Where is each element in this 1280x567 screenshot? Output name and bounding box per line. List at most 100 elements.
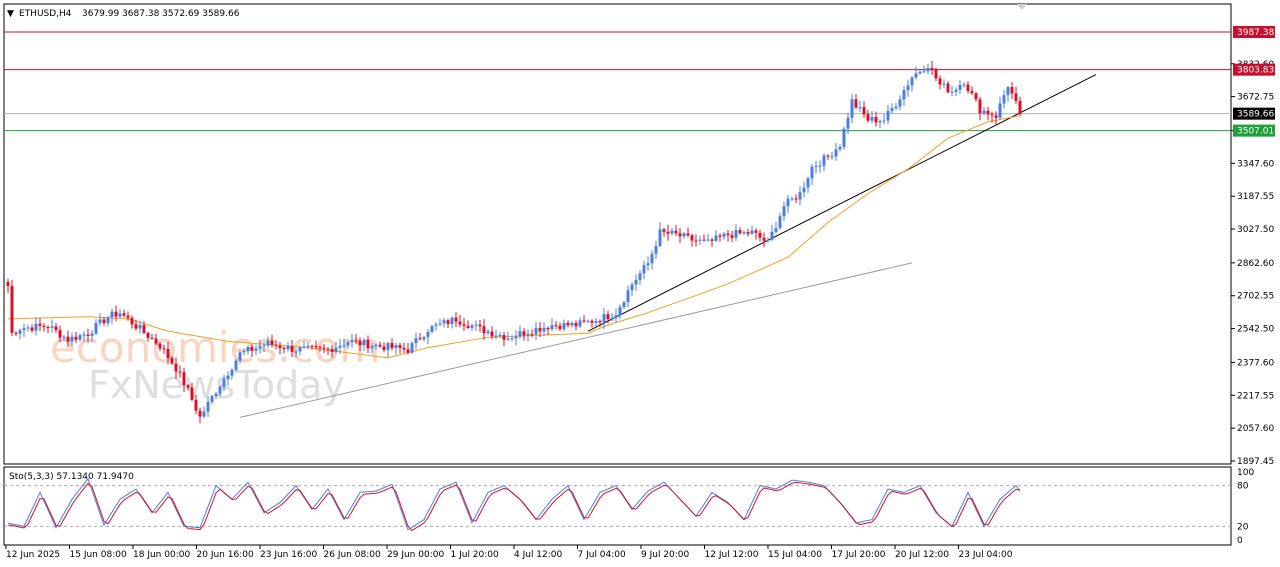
candle-body <box>566 322 570 326</box>
time-tick-label: 9 Jul 20:00 <box>641 550 690 560</box>
candle-body <box>70 336 74 342</box>
time-tick-label: 12 Jun 2025 <box>6 550 60 560</box>
candle-body <box>110 311 114 318</box>
candle-body <box>466 325 470 328</box>
candle-body <box>390 343 394 348</box>
moving-average <box>7 115 1021 359</box>
candle-body <box>582 320 586 322</box>
candle-body <box>674 230 678 234</box>
candle-body <box>786 198 790 207</box>
candle-body <box>174 363 178 372</box>
main-pane[interactable] <box>3 3 1232 465</box>
candle-body <box>50 326 54 328</box>
candle-body <box>462 324 466 326</box>
price-tick-label: 2377.60 <box>1237 358 1274 368</box>
candle-body <box>410 343 414 353</box>
candle-body <box>934 69 938 79</box>
candle-body <box>914 73 918 78</box>
trendline-0[interactable] <box>239 262 913 418</box>
candle-body <box>422 337 426 340</box>
price-axis: 3832.603672.753507.903347.603187.553027.… <box>1231 60 1274 467</box>
candle-body <box>734 230 738 238</box>
candle-body <box>414 338 418 344</box>
candle-body <box>550 325 554 330</box>
stochastic-pane[interactable] <box>3 466 1232 546</box>
candle-body <box>870 117 874 121</box>
stochastic-lines: 100 80 20 0 <box>4 468 1254 546</box>
candles <box>6 61 1022 424</box>
candle-body <box>750 230 754 234</box>
price-tick-label: 3027.50 <box>1237 225 1274 235</box>
candle-body <box>562 322 566 330</box>
candle-body <box>138 325 142 329</box>
candle-body <box>46 327 50 329</box>
candle-body <box>702 239 706 241</box>
candle-body <box>758 232 762 238</box>
candle-body <box>418 338 422 340</box>
candle-body <box>574 323 578 327</box>
stoch-signal-line[interactable] <box>7 481 1021 532</box>
candle-body <box>874 117 878 123</box>
candle-body <box>254 348 258 351</box>
candle-body <box>506 338 510 340</box>
candle-body <box>182 372 186 386</box>
collapse-triangle-icon[interactable]: ▼ <box>7 9 14 19</box>
candle-body <box>802 187 806 193</box>
candle-body <box>294 351 298 353</box>
price-tick-label: 2217.55 <box>1237 391 1274 401</box>
candle-body <box>106 317 110 324</box>
candle-body <box>522 331 526 336</box>
candle-body <box>994 115 998 118</box>
candle-body <box>150 337 154 339</box>
price-tick-label: 3347.60 <box>1237 159 1274 169</box>
candle-body <box>614 315 618 318</box>
candle-body <box>458 321 462 325</box>
candle-body <box>30 327 34 331</box>
candle-body <box>850 99 854 118</box>
candle-body <box>54 326 58 331</box>
candle-body <box>806 178 810 188</box>
candle-body <box>358 340 362 346</box>
candle-body <box>610 317 614 320</box>
candle-body <box>746 232 750 234</box>
candle-body <box>134 324 138 329</box>
candle-body <box>866 114 870 121</box>
candle-body <box>330 349 334 352</box>
ohlc-readout: 3679.99 3687.38 3572.69 3589.66 <box>82 9 240 19</box>
candle-body <box>634 279 638 285</box>
candle-body <box>510 338 514 340</box>
symbol-label: ETHUSD,H4 <box>19 9 72 19</box>
candle-body <box>678 233 682 237</box>
candle-body <box>962 84 966 86</box>
candle-body <box>966 84 970 91</box>
candle-body <box>622 302 626 308</box>
stoch-level-label: 20 <box>1237 522 1249 532</box>
candle-body <box>818 165 822 167</box>
candle-body <box>102 319 106 324</box>
candle-body <box>114 311 118 317</box>
candle-body <box>118 313 122 317</box>
candle-body <box>950 91 954 93</box>
candle-body <box>318 346 322 348</box>
candle-body <box>58 330 62 338</box>
candle-body <box>986 110 990 115</box>
price-tags: 3987.38 3803.83 3589.66 3507.01 <box>1233 26 1275 137</box>
candle-body <box>990 114 994 116</box>
candle-body <box>490 331 494 337</box>
candle-body <box>894 106 898 109</box>
time-tick-label: 29 Jun 00:00 <box>387 550 444 560</box>
candle-body <box>1006 87 1010 96</box>
candle-body <box>718 235 722 237</box>
candle-body <box>710 239 714 241</box>
candle-body <box>698 239 702 241</box>
time-tick-label: 18 Jun 00:00 <box>133 550 190 560</box>
candle-body <box>890 108 894 112</box>
candle-body <box>714 235 718 241</box>
candle-body <box>686 233 690 236</box>
candle-body <box>210 396 214 402</box>
candle-body <box>262 345 266 347</box>
time-tick-label: 15 Jun 08:00 <box>70 550 127 560</box>
ma-line[interactable] <box>7 115 1021 359</box>
candle-body <box>362 340 366 346</box>
